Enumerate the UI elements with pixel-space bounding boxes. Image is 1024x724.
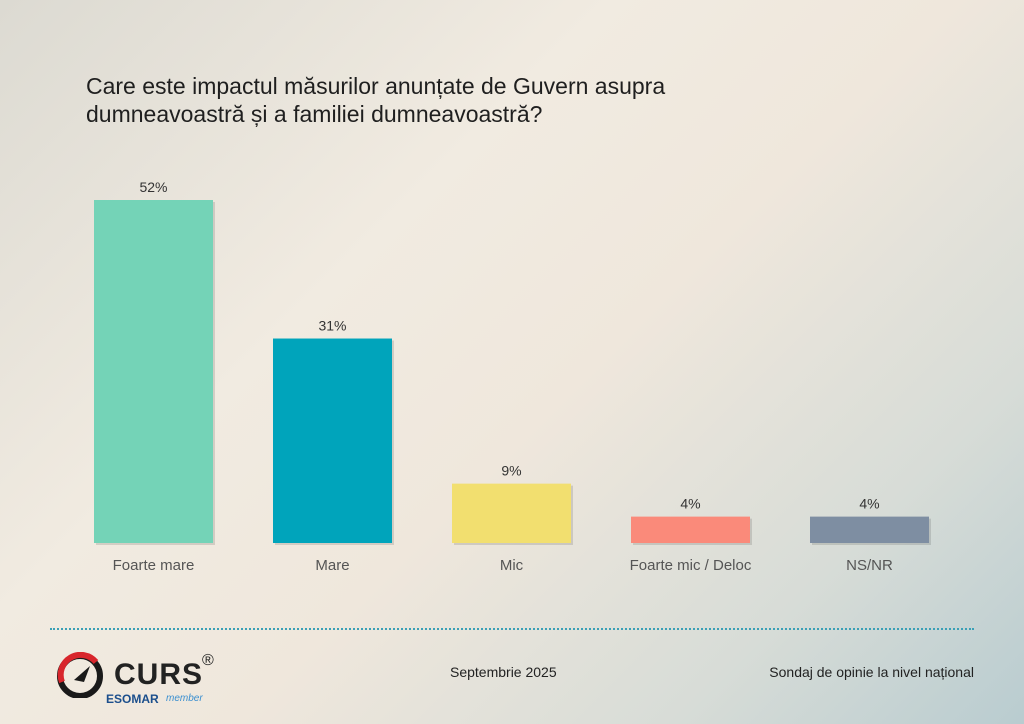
value-label-2: 9%	[501, 463, 521, 479]
logo-name: CURS	[114, 658, 204, 691]
bar-chart: 52% Foarte mare 31% Mare 9% Mic 4% Foarte mic /…	[94, 179, 931, 574]
curs-logo-icon	[57, 652, 103, 698]
value-label-1: 31%	[318, 318, 346, 334]
bar-4	[810, 516, 929, 543]
bar-2	[452, 483, 571, 543]
category-label-4: NS/NR	[846, 557, 893, 574]
footer-source: Sondaj de opinie la nivel național	[769, 664, 974, 680]
logo-registered-mark: ®	[202, 652, 214, 669]
bar-0	[94, 200, 213, 543]
bar-3	[631, 516, 750, 543]
value-label-4: 4%	[859, 496, 879, 512]
category-label-1: Mare	[315, 557, 349, 574]
value-label-3: 4%	[680, 496, 700, 512]
curs-logo: CURS ® ESOMAR member	[56, 652, 236, 708]
logo-member: member	[166, 693, 203, 704]
category-label-3: Foarte mic / Deloc	[630, 557, 752, 574]
chart-title: Care este impactul măsurilor anunțate de…	[86, 73, 666, 127]
footer-divider	[50, 628, 974, 630]
logo-esomar: ESOMAR	[106, 692, 159, 706]
category-label-0: Foarte mare	[113, 557, 195, 574]
category-label-2: Mic	[500, 557, 524, 574]
value-label-0: 52%	[139, 179, 167, 195]
footer-date: Septembrie 2025	[450, 664, 557, 680]
bar-1	[273, 338, 392, 543]
